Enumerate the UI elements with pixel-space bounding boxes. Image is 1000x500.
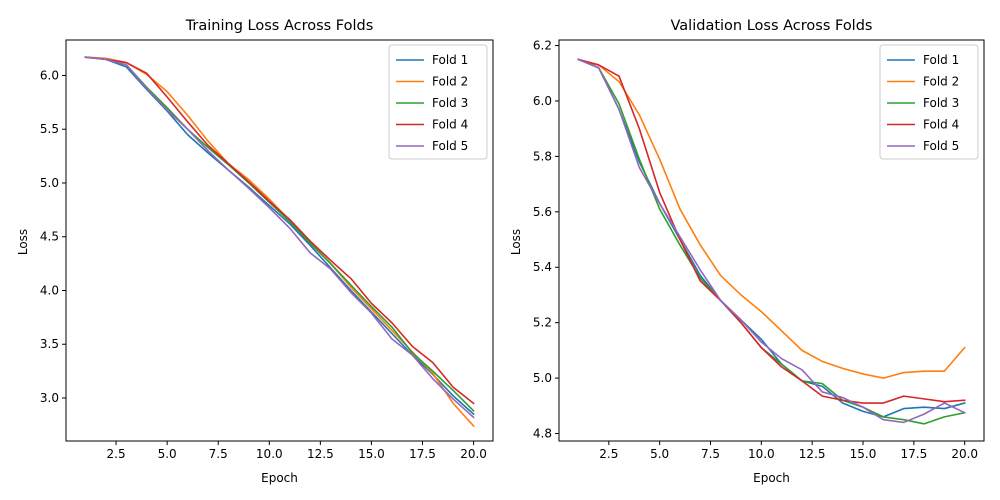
x-axis: 2.5 5.0 7.5 10.0 12.5 15.0 17.5 20.0 bbox=[107, 441, 487, 461]
y-tick-label: 3.5 bbox=[40, 337, 59, 351]
y-axis-label: Loss bbox=[509, 229, 523, 255]
x-tick-label: 20.0 bbox=[951, 447, 978, 461]
x-tick-label: 7.5 bbox=[209, 447, 228, 461]
legend-label: Fold 4 bbox=[923, 118, 959, 132]
legend-label: Fold 5 bbox=[923, 139, 959, 153]
x-tick-label: 10.0 bbox=[256, 447, 283, 461]
series-line-fold-3 bbox=[577, 58, 966, 425]
y-tick-label: 5.0 bbox=[40, 176, 59, 190]
y-tick-label: 5.0 bbox=[533, 371, 552, 385]
x-tick-label: 20.0 bbox=[460, 447, 487, 461]
y-tick-label: 5.4 bbox=[533, 260, 552, 274]
training-loss-chart: Training Loss Across Folds Epoch Loss 2.… bbox=[16, 18, 494, 485]
series-line-fold-5 bbox=[577, 58, 966, 424]
plot-frame bbox=[558, 39, 985, 442]
plot-frame bbox=[65, 39, 494, 442]
legend-label: Fold 5 bbox=[432, 139, 468, 153]
legend-label: Fold 2 bbox=[923, 75, 959, 89]
legend-label: Fold 3 bbox=[432, 96, 468, 110]
plot-lines bbox=[577, 58, 966, 425]
legend-label: Fold 1 bbox=[923, 53, 959, 67]
validation-loss-chart: Validation Loss Across Folds Epoch Loss … bbox=[509, 18, 985, 485]
x-tick-label: 5.0 bbox=[650, 447, 669, 461]
legend-label: Fold 4 bbox=[432, 118, 468, 132]
chart-title: Validation Loss Across Folds bbox=[671, 18, 873, 34]
y-tick-label: 3.0 bbox=[40, 391, 59, 405]
y-axis: 4.8 5.0 5.2 5.4 5.6 5.8 6.0 6.2 bbox=[533, 39, 559, 441]
series-line-fold-2 bbox=[577, 58, 966, 379]
y-tick-label: 4.0 bbox=[40, 283, 59, 297]
x-tick-label: 12.5 bbox=[307, 447, 334, 461]
plot-lines bbox=[84, 56, 475, 428]
x-tick-label: 7.5 bbox=[701, 447, 720, 461]
x-tick-label: 2.5 bbox=[599, 447, 618, 461]
y-tick-label: 6.0 bbox=[40, 68, 59, 82]
x-tick-label: 2.5 bbox=[107, 447, 126, 461]
x-tick-label: 17.5 bbox=[409, 447, 436, 461]
y-tick-label: 6.2 bbox=[533, 39, 552, 53]
y-tick-label: 5.6 bbox=[533, 205, 552, 219]
x-tick-label: 5.0 bbox=[158, 447, 177, 461]
series-line-fold-5 bbox=[84, 56, 475, 419]
y-tick-label: 4.5 bbox=[40, 230, 59, 244]
x-axis-label: Epoch bbox=[261, 471, 298, 485]
legend-box bbox=[879, 44, 979, 160]
legend: Fold 1 Fold 2 Fold 3 Fold 4 Fold 5 bbox=[879, 44, 979, 160]
x-tick-label: 15.0 bbox=[358, 447, 385, 461]
chart-title: Training Loss Across Folds bbox=[185, 18, 374, 34]
y-tick-label: 5.2 bbox=[533, 316, 552, 330]
y-tick-label: 5.8 bbox=[533, 149, 552, 163]
y-tick-label: 5.5 bbox=[40, 122, 59, 136]
legend: Fold 1 Fold 2 Fold 3 Fold 4 Fold 5 bbox=[388, 44, 488, 160]
legend-label: Fold 1 bbox=[432, 53, 468, 67]
series-line-fold-4 bbox=[577, 58, 966, 404]
series-line-fold-4 bbox=[84, 56, 475, 405]
y-axis-label: Loss bbox=[16, 229, 30, 255]
legend-label: Fold 3 bbox=[923, 96, 959, 110]
legend-box bbox=[388, 44, 488, 160]
y-axis: 3.0 3.5 4.0 4.5 5.0 5.5 6.0 bbox=[40, 68, 66, 405]
x-axis-label: Epoch bbox=[753, 471, 790, 485]
series-line-fold-3 bbox=[84, 56, 475, 413]
x-axis: 2.5 5.0 7.5 10.0 12.5 15.0 17.5 20.0 bbox=[599, 441, 978, 461]
x-tick-label: 10.0 bbox=[748, 447, 775, 461]
y-tick-label: 4.8 bbox=[533, 427, 552, 441]
x-tick-label: 12.5 bbox=[799, 447, 826, 461]
x-tick-label: 15.0 bbox=[850, 447, 877, 461]
x-tick-label: 17.5 bbox=[900, 447, 927, 461]
legend-label: Fold 2 bbox=[432, 75, 468, 89]
y-tick-label: 6.0 bbox=[533, 94, 552, 108]
